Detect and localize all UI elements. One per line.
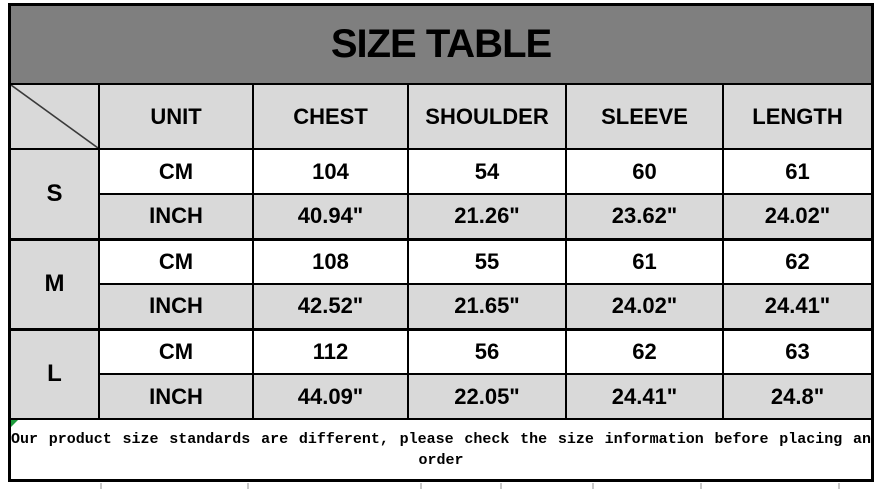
measurement-cell: 24.41" — [565, 373, 724, 420]
size-label-s: S — [10, 148, 100, 240]
measurement-cell: 55 — [407, 237, 567, 285]
footer-note-row: Our product size standards are different… — [10, 418, 872, 480]
measurement-cell: 21.65" — [407, 283, 567, 330]
size-label-m: M — [10, 237, 100, 330]
measurement-cell: 60 — [565, 148, 724, 195]
measurement-cell: 108 — [252, 237, 409, 285]
measurement-cell: 44.09" — [252, 373, 409, 420]
title-band: SIZE TABLE — [11, 6, 871, 85]
measurement-cell: 23.62" — [565, 193, 724, 240]
measurement-cell: 24.02" — [565, 283, 724, 330]
measurement-cell: 63 — [722, 327, 872, 375]
column-header-row: UNIT CHEST SHOULDER SLEEVE LENGTH — [10, 84, 872, 150]
table-row: S CM 104 54 60 61 — [10, 148, 872, 240]
measurement-cell: 22.05" — [407, 373, 567, 420]
column-header-shoulder: SHOULDER — [407, 84, 567, 150]
column-header-chest: CHEST — [252, 84, 409, 150]
measurement-cell: 24.41" — [722, 283, 872, 330]
table-row: L CM 112 56 62 63 — [10, 327, 872, 420]
column-header-sleeve: SLEEVE — [565, 84, 724, 150]
measurement-cell: 104 — [252, 148, 409, 195]
measurement-cell: 62 — [722, 237, 872, 285]
unit-label-cell: CM — [98, 327, 254, 375]
measurement-cell: 54 — [407, 148, 567, 195]
cell-corner-marker — [13, 421, 18, 427]
footer-note: Our product size standards are different… — [11, 430, 871, 469]
size-label-l: L — [10, 327, 100, 420]
column-header-unit: UNIT — [98, 84, 254, 150]
unit-label-cell: INCH — [98, 283, 254, 330]
corner-diagonal-cell — [10, 84, 100, 150]
cropped-row-gridlines — [0, 483, 879, 489]
measurement-cell: 42.52" — [252, 283, 409, 330]
size-table-sheet: SIZE TABLE UNIT CHEST SHOULDER SLEEVE — [8, 3, 874, 482]
size-table: UNIT CHEST SHOULDER SLEEVE LENGTH S CM 1… — [10, 84, 872, 480]
column-header-length: LENGTH — [722, 84, 872, 150]
measurement-cell: 112 — [252, 327, 409, 375]
measurement-cell: 21.26" — [407, 193, 567, 240]
unit-label-cell: CM — [98, 148, 254, 195]
measurement-cell: 24.02" — [722, 193, 872, 240]
diagonal-divider — [11, 85, 98, 148]
table-row: M CM 108 55 61 62 — [10, 237, 872, 330]
measurement-cell: 61 — [722, 148, 872, 195]
measurement-cell: 56 — [407, 327, 567, 375]
measurement-cell: 40.94" — [252, 193, 409, 240]
measurement-cell: 62 — [565, 327, 724, 375]
measurement-cell: 24.8" — [722, 373, 872, 420]
footer-note-cell: Our product size standards are different… — [10, 418, 872, 480]
unit-label-cell: INCH — [98, 193, 254, 240]
table-row: INCH 40.94" 21.26" 23.62" 24.02" — [11, 193, 872, 240]
table-row: INCH 42.52" 21.65" 24.02" 24.41" — [11, 283, 872, 330]
unit-label-cell: INCH — [98, 373, 254, 420]
table-row: INCH 44.09" 22.05" 24.41" 24.8" — [11, 373, 872, 420]
unit-label-cell: CM — [98, 237, 254, 285]
page-title: SIZE TABLE — [330, 22, 552, 66]
measurement-cell: 61 — [565, 237, 724, 285]
